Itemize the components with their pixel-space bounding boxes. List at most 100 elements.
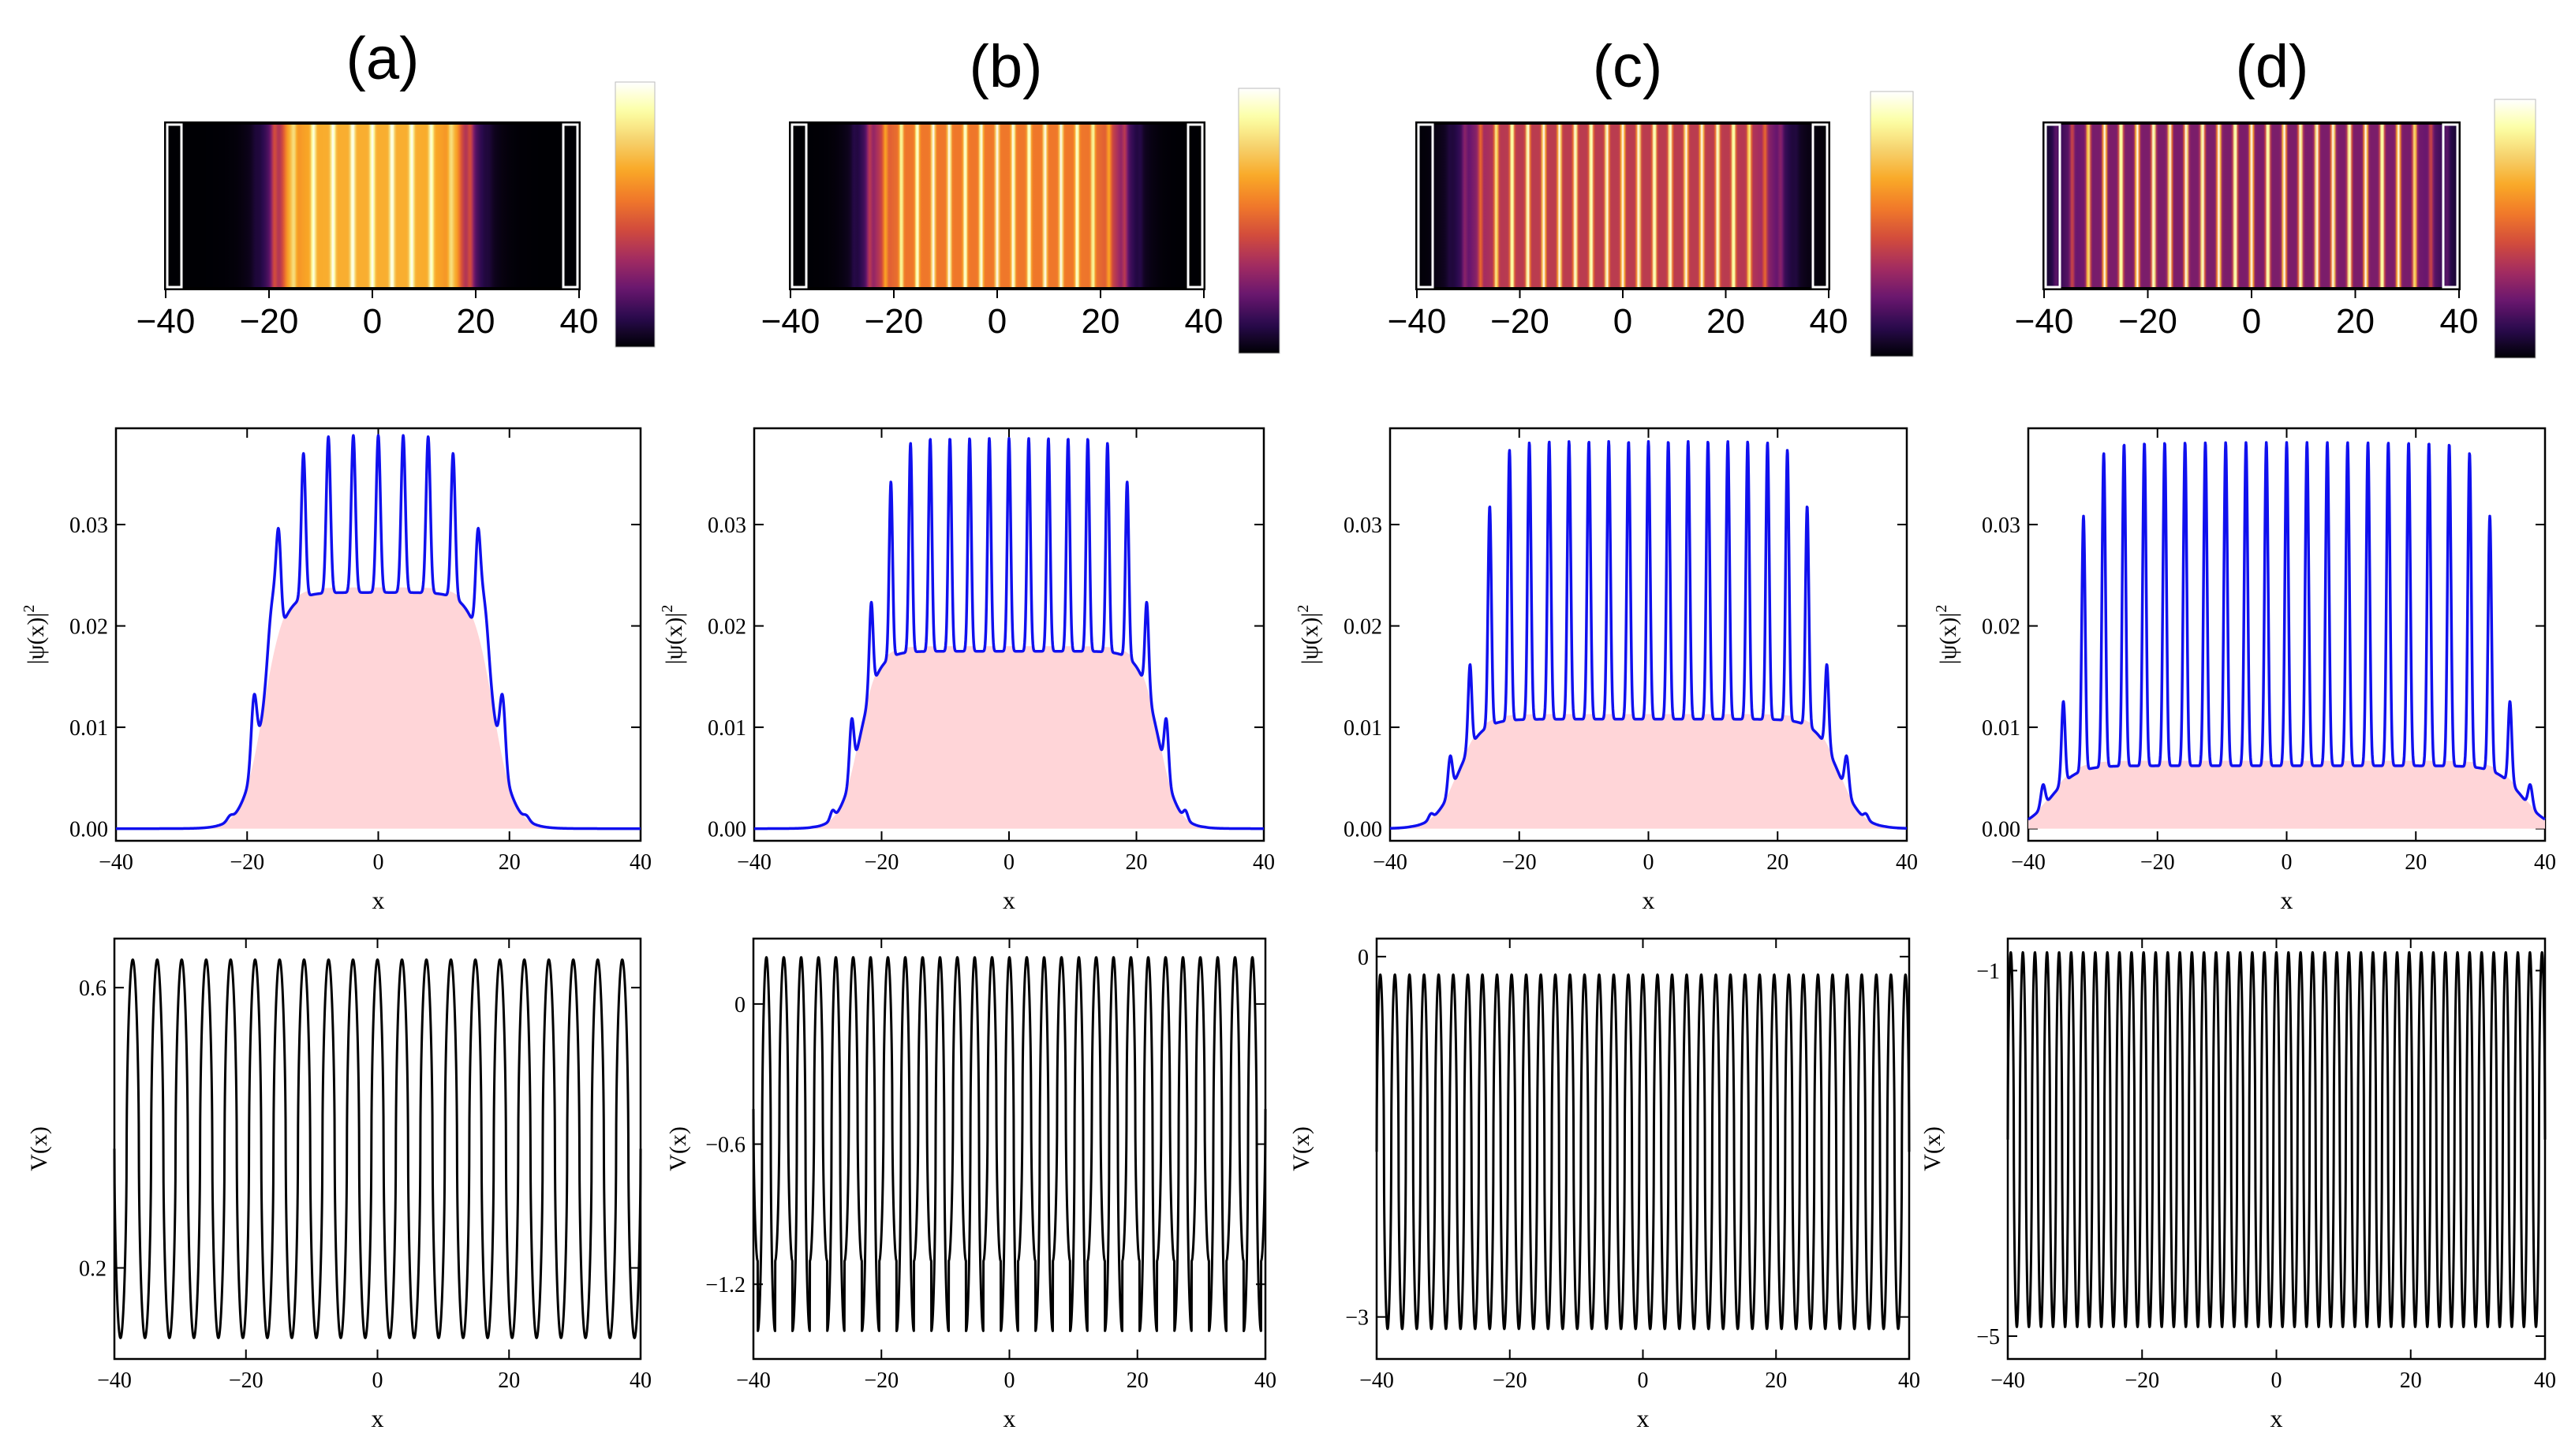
- x-tick-label: −40: [99, 850, 133, 875]
- x-tick-label: −20: [2140, 850, 2175, 875]
- y-tick-label: −3: [1345, 1306, 1369, 1331]
- x-tick-label: 0: [1638, 1368, 1649, 1393]
- heatmap-right-edge: [1811, 123, 1829, 289]
- density-curve: [753, 437, 1265, 831]
- x-tick-label: −40: [1373, 850, 1407, 875]
- heatmap-x-tick-label: 40: [1810, 302, 1848, 341]
- y-tick-label: 0: [734, 993, 746, 1017]
- x-axis-label: x: [372, 1404, 384, 1432]
- density-fill: [2028, 760, 2545, 829]
- heatmap-x-tick-label: 0: [988, 302, 1007, 341]
- heatmap-panel: −40 −20 0 20 40: [1388, 91, 1914, 357]
- density-panel: −40 −20 0 20 40 0.00 0.01 0.02 0.03 x |ψ(x)|2: [21, 427, 652, 914]
- y-axis-label: |ψ(x)|2: [659, 605, 687, 665]
- y-tick-label: 0.00: [69, 818, 108, 842]
- heatmap-x-tick-label: 20: [2336, 302, 2375, 341]
- heatmap-x-tick-label: 0: [2242, 302, 2261, 341]
- y-tick-label: 0.01: [1982, 716, 2020, 741]
- y-axis-label: |ψ(x)|2: [21, 605, 49, 665]
- heatmap-image: [1417, 123, 1829, 289]
- x-tick-label: 20: [498, 1368, 520, 1393]
- y-axis-label: V(x): [26, 1126, 52, 1171]
- y-axis-label: |ψ(x)|2: [1295, 605, 1323, 665]
- heatmap-x-tick-label: 40: [2440, 302, 2479, 341]
- heatmap-image: [166, 123, 579, 289]
- y-tick-label: −1: [1976, 960, 2000, 984]
- y-tick-label: 0.00: [708, 818, 746, 842]
- x-tick-label: 40: [630, 1368, 652, 1393]
- x-tick-label: 40: [2534, 850, 2556, 875]
- x-axis-label: x: [1643, 886, 1655, 914]
- heatmap-row: −40 −20 0 20 40 −40 −20 0 20 40 −40 −20 0 20 40 −40 −20 0…: [136, 81, 2536, 359]
- x-tick-label: 20: [2405, 850, 2427, 875]
- colorbar: [1238, 88, 1280, 354]
- y-tick-label: 0.01: [708, 716, 746, 741]
- heatmap-x-tick-label: −40: [1388, 302, 1447, 341]
- x-tick-label: −40: [736, 1368, 771, 1393]
- x-axis-label: x: [1637, 1404, 1650, 1432]
- x-tick-label: 40: [1254, 1368, 1276, 1393]
- heatmap-x-tick-label: 40: [1185, 302, 1224, 341]
- heatmap-left-edge: [790, 123, 808, 289]
- x-axis-label: x: [1003, 1404, 1016, 1432]
- y-tick-label: 0.02: [1344, 615, 1382, 640]
- heatmap-x-tick-label: 20: [457, 302, 495, 341]
- heatmap-x-tick-label: 0: [363, 302, 382, 341]
- y-tick-label: −0.6: [705, 1133, 746, 1158]
- colorbar: [615, 81, 656, 348]
- heatmap-panel: −40 −20 0 20 40: [2015, 99, 2536, 359]
- density-curve: [1388, 439, 1908, 830]
- potential-row: −40 −20 0 20 40 0.2 0.6 x V(x) −40 −20 0 20 40 −1.2 −0.…: [26, 937, 2556, 1432]
- potential-panel: −40 −20 0 20 40 0.2 0.6 x V(x): [26, 937, 652, 1432]
- x-tick-label: 40: [2534, 1368, 2556, 1393]
- potential-curve: [2006, 950, 2547, 1328]
- x-tick-label: −20: [229, 1368, 263, 1393]
- panel-label: (c): [1593, 33, 1663, 100]
- x-tick-label: 40: [1896, 850, 1918, 875]
- heatmap-x-tick-label: 20: [1706, 302, 1745, 341]
- x-tick-label: 40: [1253, 850, 1275, 875]
- x-tick-label: 0: [2271, 1368, 2282, 1393]
- y-tick-label: 0.03: [1982, 513, 2020, 538]
- potential-curve: [113, 958, 642, 1339]
- x-tick-label: 20: [499, 850, 521, 875]
- x-axis-label: x: [2270, 1404, 2283, 1432]
- x-tick-label: −20: [865, 850, 899, 875]
- heatmap-left-edge: [1417, 123, 1434, 289]
- y-tick-label: 0.02: [1982, 615, 2020, 640]
- heatmap-x-tick-label: −40: [761, 302, 820, 341]
- x-tick-label: 0: [373, 850, 384, 875]
- heatmap-panel: −40 −20 0 20 40: [761, 88, 1280, 354]
- x-tick-label: 0: [1643, 850, 1654, 875]
- density-fill: [1390, 714, 1907, 829]
- x-tick-label: 20: [1766, 850, 1788, 875]
- potential-panel: −40 −20 0 20 40 −1.2 −0.6 0 x V(x): [665, 937, 1276, 1432]
- x-tick-label: −40: [2011, 850, 2046, 875]
- x-tick-label: 20: [2400, 1368, 2422, 1393]
- panel-label: (b): [970, 33, 1043, 100]
- density-row: −40 −20 0 20 40 0.00 0.01 0.02 0.03 x |ψ(x)|2 −40 −2…: [21, 427, 2556, 914]
- density-fill: [754, 646, 1264, 829]
- panel-labels: (a) (b) (c) (d): [346, 25, 2309, 100]
- y-tick-label: 0.03: [1344, 513, 1382, 538]
- heatmap-left-edge: [166, 123, 183, 289]
- axes-frame: [113, 937, 642, 1361]
- density-fill: [116, 587, 641, 829]
- panel-label: (d): [2236, 33, 2309, 100]
- x-tick-label: −20: [1502, 850, 1537, 875]
- x-tick-label: −20: [1493, 1368, 1527, 1393]
- heatmap-x-tick-label: −20: [1490, 302, 1549, 341]
- y-tick-label: −1.2: [705, 1273, 746, 1297]
- x-tick-label: −40: [97, 1368, 132, 1393]
- heatmap-x-tick-label: 40: [560, 302, 599, 341]
- x-axis-label: x: [1003, 886, 1015, 914]
- heatmap-x-tick-label: −20: [865, 302, 924, 341]
- x-tick-label: 0: [372, 1368, 383, 1393]
- x-tick-label: −20: [230, 850, 264, 875]
- y-axis-label: V(x): [1288, 1126, 1314, 1171]
- x-axis-label: x: [2281, 886, 2293, 914]
- heatmap-left-edge: [2044, 123, 2061, 289]
- y-tick-label: 0.02: [69, 615, 108, 640]
- potential-curve: [1375, 973, 1911, 1331]
- y-tick-label: 0.6: [79, 976, 107, 1001]
